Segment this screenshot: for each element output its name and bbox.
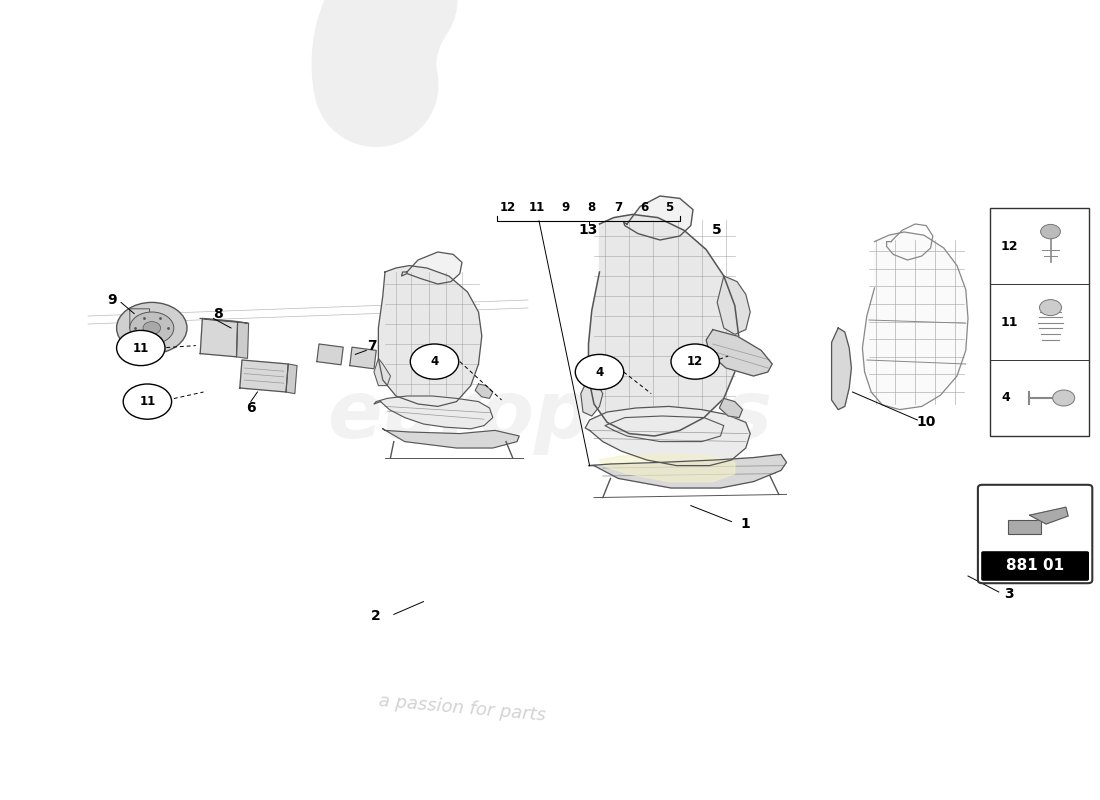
Polygon shape	[605, 416, 724, 442]
Text: 5: 5	[713, 223, 722, 238]
Circle shape	[671, 344, 719, 379]
Text: 11: 11	[1001, 315, 1019, 329]
Text: 7: 7	[614, 202, 623, 214]
Text: 5: 5	[664, 202, 673, 214]
Text: 9: 9	[108, 293, 117, 307]
Polygon shape	[286, 364, 297, 394]
Text: a passion for parts: a passion for parts	[377, 692, 547, 724]
Polygon shape	[581, 378, 603, 416]
FancyBboxPatch shape	[1008, 520, 1041, 534]
Polygon shape	[600, 454, 735, 482]
Text: europarts: europarts	[328, 377, 772, 455]
Text: 8: 8	[213, 306, 222, 321]
Polygon shape	[402, 252, 462, 284]
Circle shape	[143, 322, 161, 334]
Polygon shape	[475, 384, 493, 398]
Circle shape	[117, 302, 187, 354]
Polygon shape	[719, 398, 742, 418]
FancyBboxPatch shape	[981, 551, 1089, 581]
Circle shape	[130, 312, 174, 344]
Text: 12: 12	[1001, 239, 1019, 253]
Polygon shape	[706, 330, 772, 376]
FancyBboxPatch shape	[990, 208, 1089, 436]
Polygon shape	[200, 318, 248, 323]
Text: 11: 11	[529, 202, 544, 214]
Circle shape	[123, 384, 172, 419]
Polygon shape	[1030, 507, 1068, 524]
Polygon shape	[832, 328, 851, 410]
Polygon shape	[585, 406, 750, 466]
Text: 9: 9	[561, 202, 570, 214]
Polygon shape	[130, 309, 150, 328]
Polygon shape	[378, 266, 482, 406]
Text: 10: 10	[916, 415, 936, 430]
Text: 4: 4	[430, 355, 439, 368]
Circle shape	[575, 354, 624, 390]
Circle shape	[117, 330, 165, 366]
Text: 11: 11	[133, 342, 148, 354]
FancyBboxPatch shape	[978, 485, 1092, 583]
Polygon shape	[862, 232, 968, 410]
Polygon shape	[624, 196, 693, 240]
Polygon shape	[200, 318, 238, 357]
Text: 12: 12	[500, 202, 516, 214]
Polygon shape	[588, 214, 739, 436]
Circle shape	[410, 344, 459, 379]
Polygon shape	[317, 344, 343, 365]
Text: 3: 3	[1004, 586, 1013, 601]
Text: 12: 12	[688, 355, 703, 368]
Circle shape	[1040, 299, 1062, 315]
Polygon shape	[374, 396, 493, 429]
Text: 6: 6	[640, 202, 649, 214]
Circle shape	[1053, 390, 1075, 406]
Polygon shape	[588, 454, 786, 488]
Text: 4: 4	[595, 366, 604, 378]
Polygon shape	[374, 358, 390, 386]
Polygon shape	[383, 429, 519, 448]
Text: 6: 6	[246, 401, 255, 415]
Text: 881 01: 881 01	[1006, 558, 1064, 574]
Text: 4: 4	[1001, 391, 1010, 405]
Polygon shape	[240, 360, 288, 392]
Circle shape	[1041, 224, 1060, 239]
Polygon shape	[350, 347, 376, 369]
Text: 7: 7	[367, 338, 376, 353]
Polygon shape	[236, 322, 249, 358]
Text: 2: 2	[372, 609, 381, 623]
Text: 8: 8	[587, 202, 596, 214]
Text: 13: 13	[579, 223, 598, 238]
Polygon shape	[717, 276, 750, 334]
Text: 11: 11	[140, 395, 155, 408]
Text: 1: 1	[741, 517, 750, 531]
